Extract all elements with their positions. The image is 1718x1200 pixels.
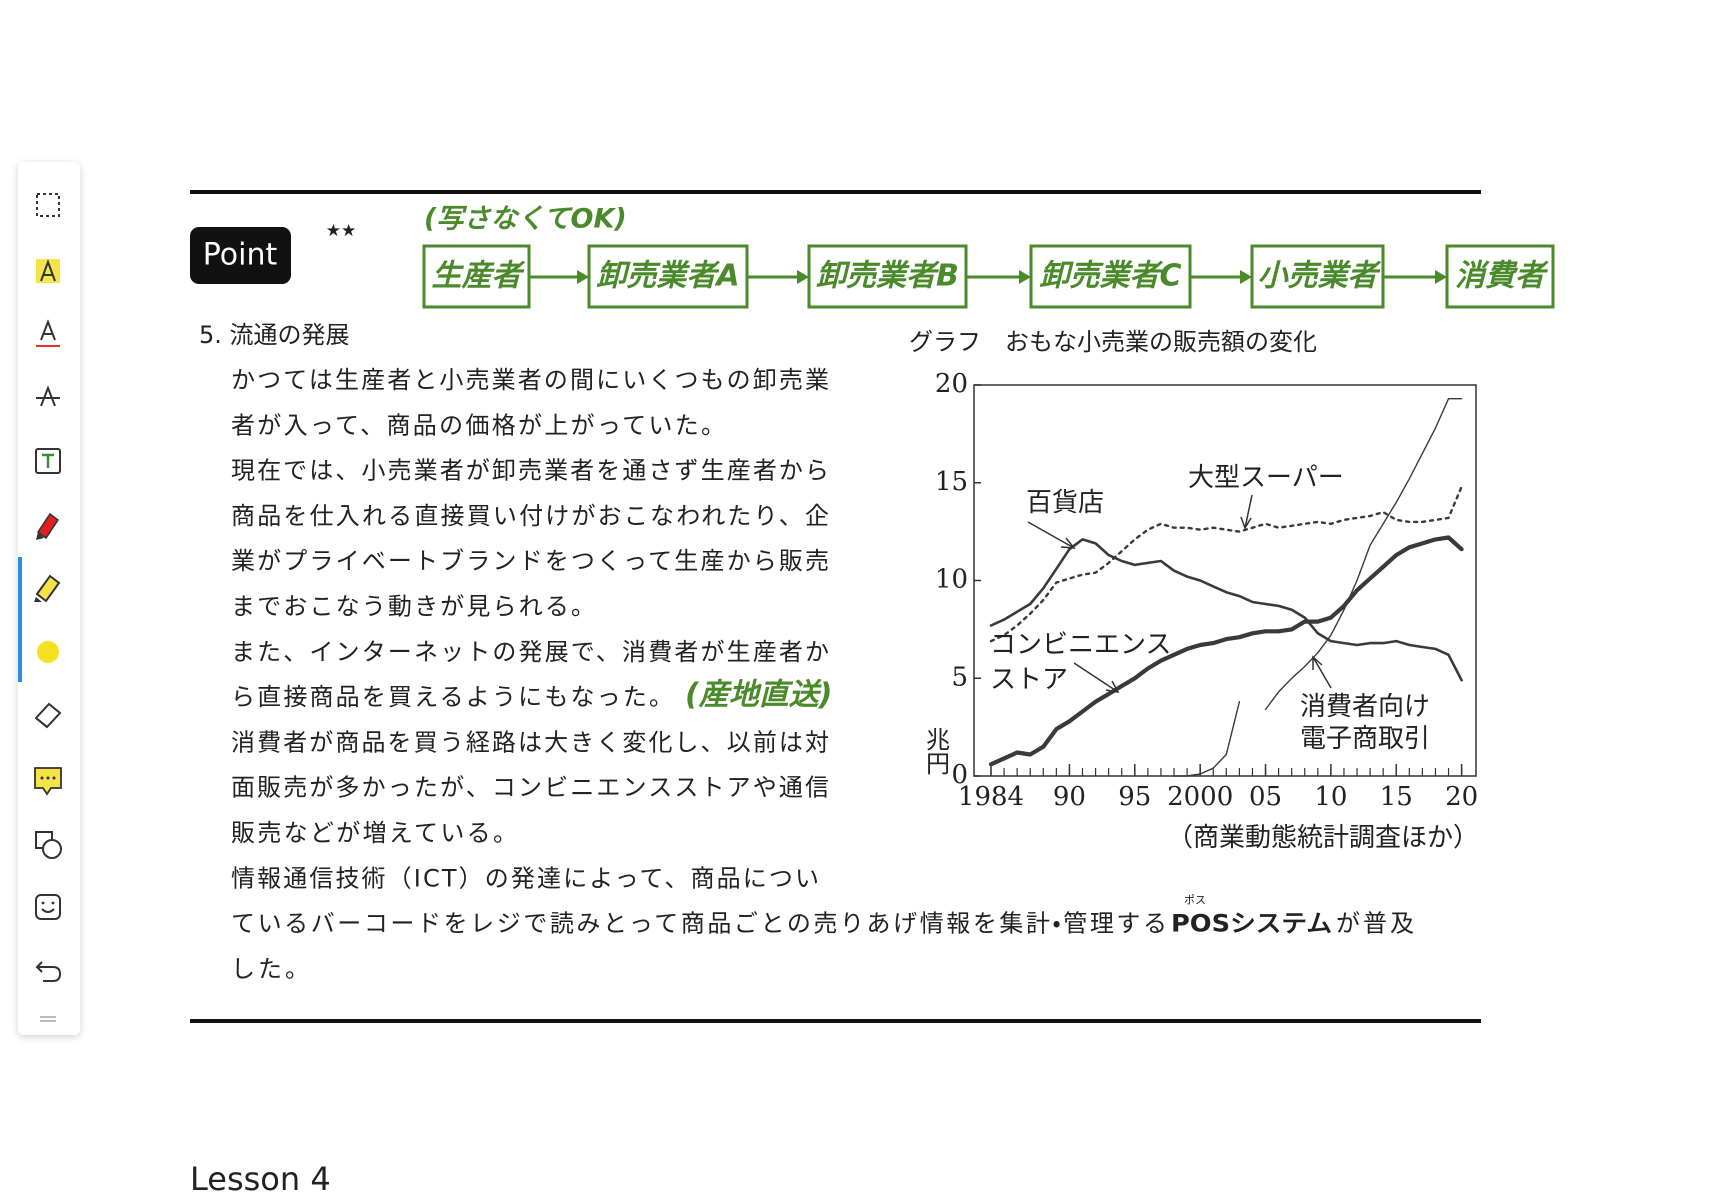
x-tick-label: 2000: [1167, 782, 1233, 812]
toolbar: [18, 162, 80, 1035]
flow-arrowhead: [577, 270, 589, 284]
flow-box: [807, 244, 968, 309]
body-line: また、インターネットの発展で、消費者が生産者か: [231, 638, 829, 666]
chart-source: （商業動態統計調査ほか）: [1167, 823, 1479, 853]
flow-box: [1029, 244, 1192, 309]
text-box-tool[interactable]: [35, 448, 61, 474]
undo-button[interactable]: [35, 961, 62, 982]
x-tick-label: 95: [1118, 782, 1151, 812]
strikethrough-tool[interactable]: [36, 385, 60, 407]
flow-step: 生産者: [432, 259, 526, 294]
flow-arrowhead: [797, 270, 809, 284]
flow-step: 消費者: [1455, 259, 1549, 294]
x-tick-label: 90: [1053, 782, 1086, 812]
body-line: 業がプライベートブランドをつくって生産から販売: [231, 547, 829, 575]
key-term: POSシステム: [1171, 910, 1332, 938]
body-line: ているバーコードをレジで読みとって商品ごとの売りあげ情報を集計・管理する: [231, 910, 1167, 938]
y-tick-label: 10: [935, 565, 968, 595]
x-tick-label: 20: [1445, 782, 1478, 812]
series-line: [988, 535, 1464, 767]
series-label: 百貨店: [1026, 488, 1104, 518]
series-label: ストア: [990, 665, 1068, 695]
section-heading: 5. 流通の発展: [199, 321, 350, 349]
label-pointers: [1027, 494, 1332, 693]
body-line: 情報通信技術（ICT）の発達によって、商品につい: [231, 864, 819, 892]
top-rule: [190, 190, 1481, 194]
flow-step: 卸売業者B: [816, 259, 959, 294]
flow-note: (写さなくてOK): [424, 204, 627, 235]
select-tool[interactable]: [36, 193, 60, 217]
series-line: [989, 538, 1463, 682]
chart-title: グラフ おもな小売業の販売額の変化: [909, 328, 1317, 356]
x-tick-label: 05: [1249, 782, 1282, 812]
x-tick-label: 15: [1380, 782, 1413, 812]
body-line: 現在では、小売業者が卸売業者を通さず生産者から: [231, 457, 829, 485]
series-label: 消費者向け: [1300, 692, 1430, 722]
handwritten-note: (産地直送): [685, 678, 832, 713]
body-line: 面販売が多かったが、コンビニエンスストアや通信: [231, 774, 829, 802]
y-tick-label: 0: [951, 760, 968, 790]
flow-step: 小売業者: [1258, 259, 1382, 294]
x-tick-label: 1984: [958, 782, 1024, 812]
comment-tool[interactable]: [34, 767, 62, 796]
flow-box: [587, 244, 749, 309]
footer: Lesson 4: [190, 1160, 331, 1198]
flow-arrowhead: [1435, 270, 1447, 284]
eraser-tool[interactable]: [34, 702, 62, 729]
x-tick-label: 10: [1314, 782, 1347, 812]
series-label: コンビニエンス: [990, 630, 1171, 660]
flow-box: [422, 244, 531, 309]
flow-box: [1445, 244, 1555, 309]
flow-arrowhead: [1019, 270, 1031, 284]
y-tick-label: 20: [935, 369, 968, 399]
section-body: かつては生産者と小売業者の間にいくつもの卸売業者が入って、商品の価格が上がってい…: [231, 366, 1414, 983]
underline-tool[interactable]: [36, 319, 60, 347]
body-line: が普及: [1336, 910, 1414, 938]
series-line: [1173, 398, 1463, 777]
body-line: 商品を仕入れる直接買い付けがおこなわれたり、企: [231, 502, 829, 530]
body-line: までおこなう動きが見られる。: [231, 593, 595, 621]
color-picker[interactable]: [37, 641, 59, 663]
drag-handle[interactable]: [40, 1016, 56, 1022]
flow-box: [1250, 244, 1385, 309]
ruby: ポス: [1184, 894, 1206, 907]
y-tick-label: 5: [951, 662, 968, 692]
point-badge: [190, 227, 291, 284]
flow-arrowhead: [1240, 270, 1252, 284]
bottom-rule: [190, 1019, 1481, 1023]
series-label: 電子商取引: [1300, 724, 1430, 754]
highlight-text-tool[interactable]: [36, 259, 60, 283]
shape-tool[interactable]: [35, 831, 62, 859]
y-tick-label: 15: [935, 467, 968, 497]
flow-diagram: 生産者 卸売業者A 卸売業者B 卸売業者C 小売業者 消費者: [422, 244, 1555, 309]
stars: ★★: [326, 221, 356, 241]
series-label: 大型スーパー: [1188, 463, 1344, 493]
pen-tool[interactable]: [36, 512, 60, 540]
body-line: 消費者が商品を買う経路は大きく変化し、以前は対: [231, 728, 829, 756]
highlighter-tool[interactable]: [34, 574, 61, 603]
selected-indicator: [18, 557, 22, 682]
flow-step: 卸売業者A: [596, 259, 739, 294]
body-line: かつては生産者と小売業者の間にいくつもの卸売業: [231, 366, 829, 394]
body-line: 者が入って、商品の価格が上がっていた。: [231, 411, 725, 439]
body-line: ら直接商品を買えるようにもなった。: [231, 683, 673, 711]
body-line: した。: [231, 955, 309, 983]
flow-step: 卸売業者C: [1039, 259, 1181, 294]
sticker-tool[interactable]: [35, 894, 61, 920]
point-badge-text: Point: [203, 238, 278, 273]
body-line: 販売などが増えている。: [231, 819, 517, 847]
y-axis-label: 兆円: [922, 727, 950, 775]
